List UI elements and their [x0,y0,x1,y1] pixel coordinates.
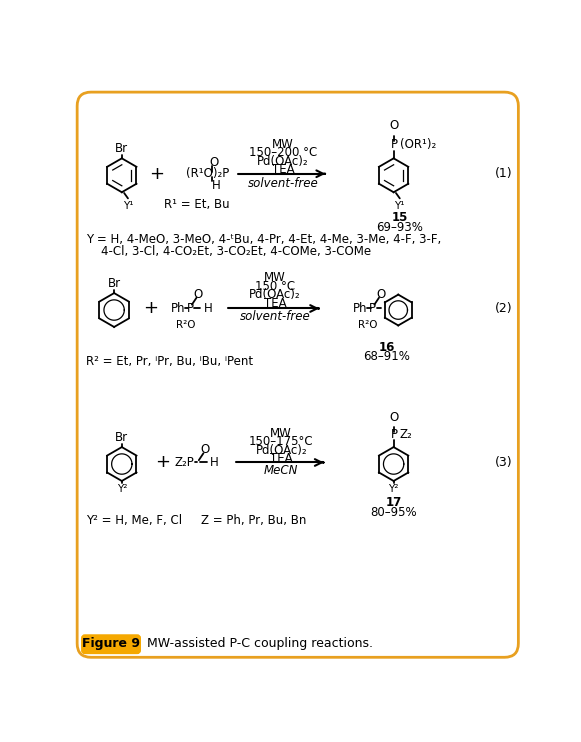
Text: 17: 17 [386,496,401,509]
Text: 150–175°C: 150–175°C [249,436,314,448]
Text: P: P [187,302,194,315]
Text: Br: Br [107,277,121,290]
Text: 4-Cl, 3-Cl, 4-CO₂Et, 3-CO₂Et, 4-COMe, 3-COMe: 4-Cl, 3-Cl, 4-CO₂Et, 3-CO₂Et, 4-COMe, 3-… [101,245,371,257]
Text: (R¹O)₂P: (R¹O)₂P [186,167,229,180]
Text: (3): (3) [495,456,512,469]
Text: (2): (2) [495,302,512,315]
Text: Pd(OAc)₂: Pd(OAc)₂ [256,444,307,456]
Text: MW-assisted P-C coupling reactions.: MW-assisted P-C coupling reactions. [147,637,373,650]
Text: Z₂: Z₂ [400,428,413,441]
Text: Y¹: Y¹ [394,200,405,211]
Text: O: O [210,156,219,168]
Text: Y² = H, Me, F, Cl: Y² = H, Me, F, Cl [85,514,182,527]
Text: Figure 9: Figure 9 [82,637,140,650]
Text: R¹ = Et, Bu: R¹ = Et, Bu [164,198,230,211]
Text: Z = Ph, Pr, Bu, Bn: Z = Ph, Pr, Bu, Bn [201,514,307,527]
Text: Y¹: Y¹ [123,200,133,211]
Text: O: O [193,288,203,301]
Text: Pd(OAc)₂: Pd(OAc)₂ [249,288,301,301]
Text: solvent-free: solvent-free [240,310,310,324]
Text: 150 °C: 150 °C [255,280,295,292]
Text: +: + [144,300,159,318]
Text: MW: MW [264,271,286,284]
Text: O: O [200,443,210,456]
FancyBboxPatch shape [77,92,518,657]
Text: Pd(OAc)₂: Pd(OAc)₂ [257,155,309,168]
Text: 15: 15 [392,211,408,225]
Text: Y = H, 4-MeO, 3-MeO, 4-ᵗBu, 4-Pr, 4-Et, 4-Me, 3-Me, 4-F, 3-F,: Y = H, 4-MeO, 3-MeO, 4-ᵗBu, 4-Pr, 4-Et, … [85,233,441,246]
Text: P: P [391,138,398,151]
Text: Br: Br [115,142,128,155]
Text: O: O [389,411,398,424]
Text: Ph: Ph [170,302,185,315]
Text: 80–95%: 80–95% [370,505,417,519]
Text: Ph: Ph [353,302,367,315]
Text: 68–91%: 68–91% [363,350,410,363]
Text: R²O: R²O [358,320,378,330]
Text: O: O [376,288,385,301]
Text: 69–93%: 69–93% [376,220,423,234]
Text: TEA: TEA [270,452,292,465]
Text: 16: 16 [378,341,395,354]
Text: H: H [203,302,212,315]
Text: H: H [210,456,218,469]
Text: MW: MW [270,427,292,440]
Text: R²O: R²O [176,320,195,330]
FancyBboxPatch shape [82,635,140,654]
Text: P: P [391,428,398,441]
Text: (OR¹)₂: (OR¹)₂ [400,138,436,151]
Text: +: + [155,453,170,471]
Text: MeCN: MeCN [264,464,299,477]
Text: P: P [370,302,376,315]
Text: Y²: Y² [389,484,399,494]
Text: MW: MW [272,138,294,151]
Text: TEA: TEA [272,163,295,177]
Text: Z₂P: Z₂P [174,456,194,469]
Text: H: H [211,179,220,191]
Text: O: O [389,119,398,132]
Text: Br: Br [115,431,128,444]
Text: (1): (1) [495,167,512,180]
Text: solvent-free: solvent-free [248,177,318,190]
Text: R² = Et, Pr, ⁱPr, Bu, ⁱBu, ⁱPent: R² = Et, Pr, ⁱPr, Bu, ⁱBu, ⁱPent [85,355,253,368]
Text: Y²: Y² [117,484,127,494]
Text: +: + [149,165,164,183]
Text: 150–200 °C: 150–200 °C [249,146,317,160]
Text: TEA: TEA [264,297,286,309]
